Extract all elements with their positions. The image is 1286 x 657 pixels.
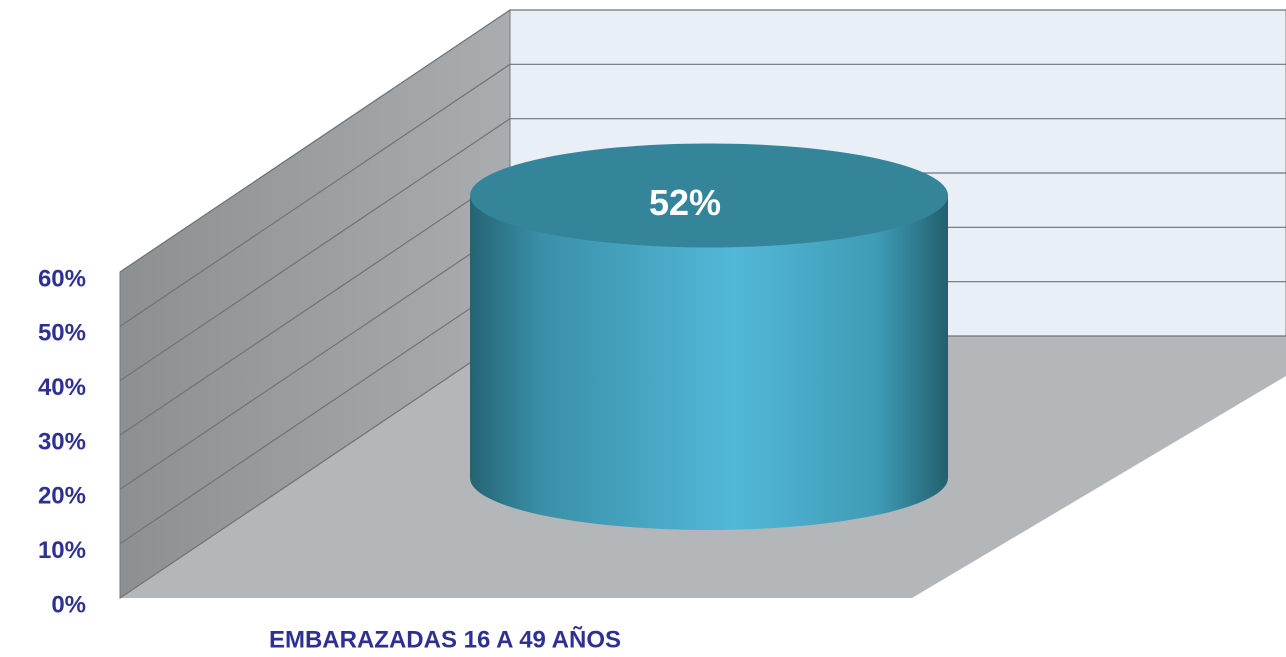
y-tick-label: 60% [38,265,86,292]
grid-line [119,118,1286,382]
bar-top [470,143,948,248]
y-tick-label: 50% [38,320,86,347]
y-tick-label: 0% [51,591,86,618]
x-tick-label: EMBARAZADAS 16 A 49 AÑOS [269,625,621,653]
y-tick-label: 30% [38,428,86,455]
y-tick-label: 10% [38,537,86,564]
grid-line [119,63,1286,327]
y-tick-label: 20% [38,483,86,510]
grid-line [119,9,1286,273]
y-tick-label: 40% [38,374,86,401]
bar [470,195,948,530]
value-label: 52% [649,182,721,223]
